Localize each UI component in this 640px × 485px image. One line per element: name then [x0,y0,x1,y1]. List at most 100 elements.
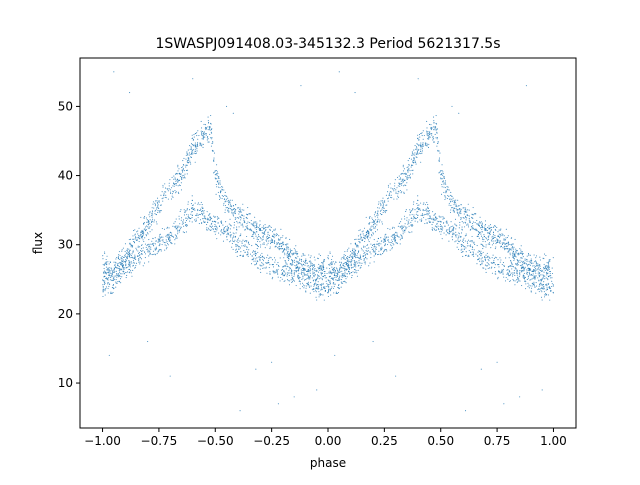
data-point [503,246,505,248]
data-point [434,225,436,227]
data-point [444,187,447,189]
data-point [412,218,414,220]
data-point [411,154,413,156]
data-point [493,257,495,260]
data-point [337,280,339,282]
data-point [236,221,238,223]
data-point [206,211,208,213]
data-point [345,269,347,271]
data-point [458,248,460,250]
data-point [307,284,309,286]
data-point [299,288,301,290]
data-point [105,258,107,261]
data-point [289,266,291,268]
data-point [196,214,198,216]
data-point [273,237,275,239]
data-point [314,259,316,261]
data-point [527,277,529,279]
data-point [521,251,523,253]
data-point [505,276,507,279]
data-point [330,272,332,274]
data-point [276,233,278,235]
data-point [223,204,225,206]
data-point [429,216,431,218]
data-point [515,267,517,269]
data-point [344,258,346,261]
data-point [266,262,268,264]
data-point [193,208,195,210]
data-point [508,269,510,271]
data-point [105,286,107,288]
data-point [266,238,268,240]
data-point [473,228,476,230]
data-point [516,271,518,273]
data-point [202,213,204,215]
data-point [216,218,219,220]
data-point [309,278,311,280]
data-point [315,296,317,298]
data-point [544,265,546,267]
data-point [411,164,413,166]
data-point [117,255,119,257]
data-point [247,241,250,243]
data-point [209,217,211,219]
data-point [365,232,367,234]
data-point [518,278,520,280]
data-point [287,280,289,282]
data-point [290,272,292,274]
data-point [171,176,173,179]
data-point [277,273,279,275]
data-point [413,149,415,151]
data-point [464,208,466,211]
data-point [232,237,234,239]
data-point [460,232,463,234]
data-point [354,271,356,273]
data-point [416,143,418,145]
data-point [398,175,400,177]
data-point [263,256,265,258]
data-point [247,221,249,223]
data-point [225,195,227,197]
data-point [487,263,489,265]
data-point [390,242,392,244]
data-point [432,141,435,143]
data-point [162,184,164,186]
data-point [271,278,273,280]
data-point [386,204,388,206]
data-point [381,221,383,223]
data-point [528,268,530,270]
data-point [311,269,314,271]
data-point [383,207,385,209]
data-point [435,219,437,221]
data-point [195,220,197,222]
data-point [257,240,259,242]
data-point [465,209,467,211]
data-point [149,231,151,233]
data-point [387,236,389,238]
y-tick-label: 10 [58,376,73,390]
data-point [249,253,252,255]
data-point [188,217,190,219]
data-point [213,215,215,217]
data-point [317,281,319,283]
data-point [208,141,210,143]
data-point [436,131,438,133]
data-point [108,273,110,275]
data-point [282,242,284,245]
data-point [267,231,269,233]
data-point [261,226,263,228]
data-point [488,232,491,235]
data-point [114,266,117,268]
data-point [183,214,185,216]
data-point [497,278,499,280]
data-point [432,221,434,223]
data-point [435,137,437,139]
data-point [421,213,424,215]
data-point [439,152,441,154]
data-point [283,248,286,250]
data-point [448,228,450,230]
data-point [130,272,132,274]
data-point [133,238,135,240]
data-point [153,219,156,221]
data-point [404,231,406,233]
